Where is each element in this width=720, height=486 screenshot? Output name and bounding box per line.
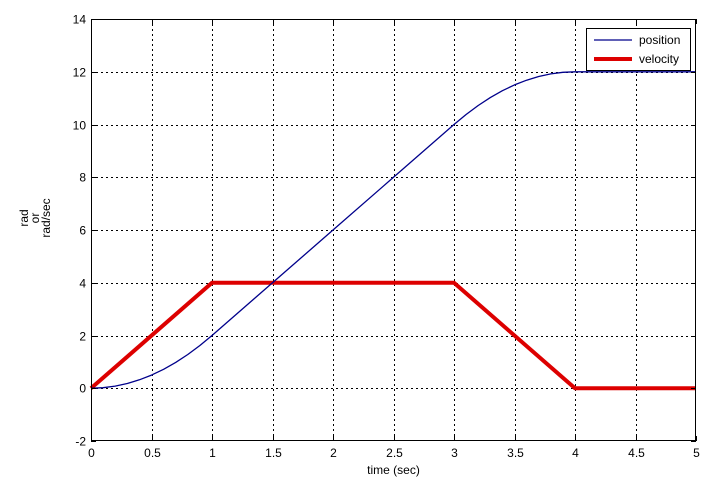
series-group <box>89 71 696 391</box>
x-tick-label: 0 <box>88 446 95 460</box>
x-tick-label: 0.5 <box>144 446 161 460</box>
x-axis-label: time (sec) <box>367 463 420 477</box>
legend-label-position: position <box>639 33 680 47</box>
y-tick-label: 8 <box>79 171 86 185</box>
legend: position velocity <box>586 28 691 71</box>
y-axis-label-line: rad <box>17 209 31 226</box>
y-tick-label: 12 <box>73 66 87 80</box>
x-tick-label: 1.5 <box>265 446 282 460</box>
x-tick-label: 2 <box>330 446 337 460</box>
y-tick-label: 10 <box>73 119 87 133</box>
x-tick-label: 4 <box>572 446 579 460</box>
series-line-position <box>90 71 696 389</box>
y-tick-label: 0 <box>79 382 86 396</box>
y-tick-label: 14 <box>73 13 87 27</box>
y-axis-label-line: or <box>28 213 42 224</box>
x-tick-label: 4.5 <box>628 446 645 460</box>
x-tick-label: 2.5 <box>386 446 403 460</box>
x-tick-label: 3 <box>451 446 458 460</box>
x-tick-label: 3.5 <box>507 446 524 460</box>
grid-lines <box>91 19 696 441</box>
x-tick-label: 5 <box>693 446 700 460</box>
y-tick-label: 2 <box>79 330 86 344</box>
series-line-velocity <box>89 280 696 391</box>
y-tick-label: 4 <box>79 277 86 291</box>
y-axis-label-line: rad/sec <box>39 198 53 237</box>
y-tick-label: -2 <box>75 435 86 449</box>
x-tick-label: 1 <box>209 446 216 460</box>
legend-box <box>586 28 691 71</box>
y-tick-label: 6 <box>79 224 86 238</box>
legend-label-velocity: velocity <box>639 52 679 66</box>
